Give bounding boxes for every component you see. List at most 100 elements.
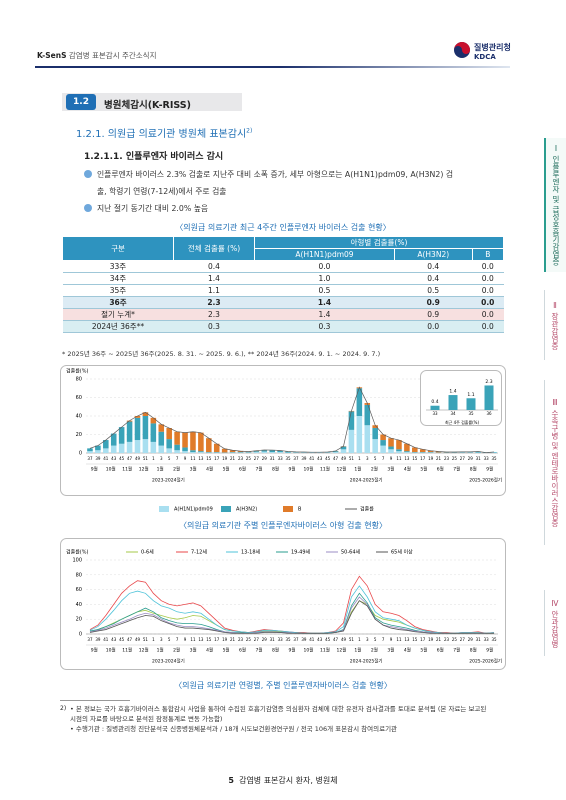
x-tick-label: 27 <box>254 637 260 642</box>
bar-segment <box>285 451 291 453</box>
month-label: 1월 <box>157 647 164 654</box>
x-tick-label: 29 <box>262 456 268 461</box>
side-tab[interactable]: Ⅲ 수족구병 및 엔테로바이러스감염증 <box>544 380 565 545</box>
header-rule <box>35 66 280 68</box>
x-tick-label: 33 <box>432 411 438 416</box>
table-cell: 1.4 <box>254 296 395 309</box>
bar-segment <box>364 425 371 453</box>
x-tick-label: 5 <box>374 637 377 642</box>
x-tick-label: 47 <box>127 456 133 461</box>
bar-segment <box>380 434 386 441</box>
x-tick-label: 9 <box>390 637 393 642</box>
x-tick-label: 19 <box>428 456 434 461</box>
bar-segment <box>110 445 117 453</box>
table-cell: 2.3 <box>173 296 255 309</box>
legend-swatch <box>159 506 169 512</box>
y-tick-label: 60 <box>76 587 82 593</box>
bullet-icon <box>84 204 92 212</box>
x-tick-label: 45 <box>325 456 331 461</box>
month-label: 10월 <box>304 466 314 473</box>
table-cell: 0.0 <box>254 260 395 273</box>
bar-segment <box>198 432 204 452</box>
bar-segment <box>340 446 347 450</box>
bar-segment <box>190 431 196 451</box>
x-tick-label: 51 <box>349 637 355 642</box>
bar-segment <box>103 448 109 453</box>
x-tick-label: 11 <box>190 456 196 461</box>
month-label: 10월 <box>106 647 116 654</box>
month-label: 7월 <box>256 647 263 654</box>
value-label: 1.1 <box>467 392 474 398</box>
value-label: 1.4 <box>449 389 456 395</box>
x-tick-label: 35 <box>491 456 497 461</box>
legend-label: 0-6세 <box>141 549 154 556</box>
x-tick-label: 41 <box>103 637 109 642</box>
x-tick-label: 15 <box>206 456 212 461</box>
legend-label: A(H3N2) <box>236 507 257 513</box>
bar-segment <box>380 445 386 453</box>
month-label: 4월 <box>206 466 213 473</box>
table-cell: 2.3 <box>173 308 255 321</box>
bar-segment <box>277 452 283 453</box>
bar-segment <box>150 423 157 442</box>
table-cell: 1.4 <box>173 272 255 285</box>
x-tick-label: 21 <box>230 456 236 461</box>
footnotes: • 본 정보는 국가 호흡기바이러스 통합감시 사업을 통하여 수집된 호흡기감… <box>70 704 490 734</box>
bar-segment <box>404 451 410 453</box>
y-tick-label: 80 <box>76 572 82 578</box>
bar-segment <box>150 417 157 424</box>
month-label: 3월 <box>387 647 394 654</box>
month-label: 5월 <box>420 647 427 654</box>
x-tick-label: 31 <box>476 637 482 642</box>
bar-segment <box>332 452 339 453</box>
bar-segment <box>182 447 188 452</box>
bar-segment <box>427 450 434 453</box>
table-cell: 1.4 <box>254 308 395 321</box>
side-tab[interactable]: Ⅱ 장관감염증 <box>544 290 565 360</box>
y-tick-label: 0 <box>79 632 82 638</box>
month-label: 12월 <box>139 647 149 654</box>
bar-segment <box>356 388 363 416</box>
x-tick-label: 17 <box>420 456 426 461</box>
bar-segment <box>87 448 93 452</box>
table-cell: 절기 누계* <box>62 308 174 321</box>
bar-segment <box>412 447 418 453</box>
x-tick-label: 43 <box>317 456 323 461</box>
th: 전체 검출률 (%) <box>173 236 255 261</box>
side-tab[interactable]: Ⅰ 인플루엔자 및 급성호흡기감염증 <box>544 138 566 272</box>
bullet: 인플루엔자 바이러스 2.3% 검출로 지난주 대비 소폭 증가, 세부 아형으… <box>84 166 454 200</box>
month-label: 9월 <box>91 466 98 473</box>
bar-segment <box>396 451 402 453</box>
bar-segment <box>103 440 109 449</box>
y-tick-label: 60 <box>76 395 82 401</box>
x-tick-label: 21 <box>230 637 236 642</box>
x-tick-label: 1 <box>358 637 361 642</box>
bar-segment <box>174 431 180 445</box>
y-tick-label: 40 <box>76 414 82 420</box>
table-row: 2024년 36주** 0.3 0.3 0.0 0.0 <box>62 320 504 333</box>
x-tick-label: 5 <box>168 637 171 642</box>
x-tick-label: 3 <box>366 456 369 461</box>
bar-segment <box>221 448 228 453</box>
th: A(H1N1)pdm09 <box>254 248 395 261</box>
x-tick-label: 45 <box>119 456 125 461</box>
x-tick-label: 27 <box>460 456 466 461</box>
season-label: 2025-2026절기 <box>469 477 502 484</box>
bar-segment <box>198 452 204 453</box>
x-tick-label: 1 <box>152 456 155 461</box>
x-tick-label: 25 <box>246 637 252 642</box>
section-number: 1.2 <box>66 94 96 110</box>
bar-segment <box>158 431 165 446</box>
y-tick-label: 100 <box>72 558 82 564</box>
bar-segment <box>87 451 93 453</box>
x-tick-label: 31 <box>270 456 276 461</box>
x-tick-label: 23 <box>444 637 450 642</box>
month-label: 12월 <box>139 466 149 473</box>
side-tab[interactable]: Ⅳ 안과감염병 <box>544 590 565 656</box>
y-axis-label: 검출률(%) <box>66 368 89 375</box>
bar <box>430 405 440 410</box>
y-tick-label: 80 <box>76 377 82 383</box>
line-series <box>89 386 495 453</box>
bar-segment <box>404 452 410 453</box>
month-label: 7월 <box>453 647 460 654</box>
